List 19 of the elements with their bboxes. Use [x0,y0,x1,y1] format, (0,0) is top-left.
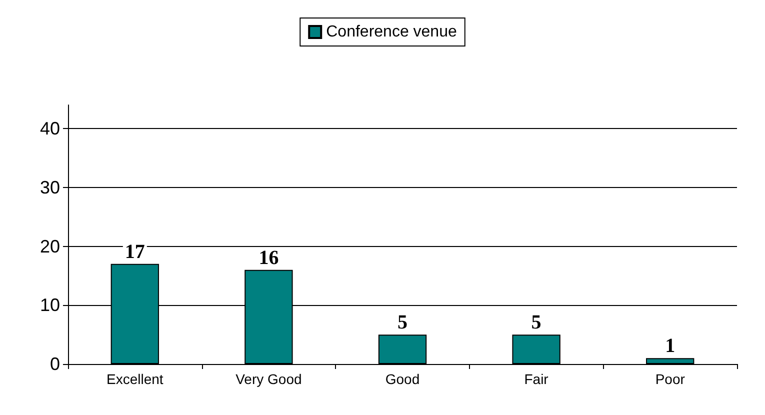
bar [646,358,694,364]
y-tick-label: 20 [40,236,60,256]
x-tick-label: Good [385,371,420,387]
data-label: 5 [398,312,408,334]
y-tick-label: 40 [40,118,60,139]
x-tick-label: Fair [524,371,549,387]
data-label: 16 [258,246,279,269]
bar [378,334,427,364]
bar [512,334,560,364]
y-tick-label: 0 [50,354,60,374]
y-tick-label: 10 [40,295,60,316]
data-label: 17 [124,240,145,263]
x-tick-label: Very Good [236,371,302,387]
x-tick-label: Excellent [106,371,164,387]
data-label: 5 [531,312,542,334]
legend-label: Conference venue [326,24,457,40]
y-tick-label: 30 [40,177,60,198]
data-label: 1 [665,335,676,358]
x-tick-label: Poor [655,371,686,387]
